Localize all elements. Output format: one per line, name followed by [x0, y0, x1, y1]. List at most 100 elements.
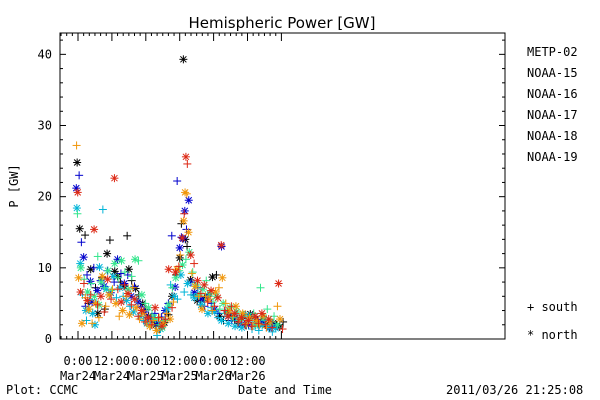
data-points — [72, 55, 288, 340]
series-noaa-19 — [73, 152, 287, 334]
series-noaa-18 — [72, 141, 284, 335]
point-north — [76, 259, 85, 268]
point-south — [98, 205, 107, 214]
point-north — [95, 263, 104, 272]
point-north — [178, 260, 187, 269]
point-south — [147, 320, 156, 329]
point-north — [76, 263, 85, 272]
y-tick-label: 40 — [38, 47, 52, 61]
point-north — [231, 302, 240, 311]
point-south — [278, 325, 287, 334]
legend-entry: NOAA-15 — [527, 66, 578, 80]
point-north — [103, 275, 112, 284]
point-south — [86, 290, 95, 299]
point-south — [115, 312, 124, 321]
point-north — [193, 276, 202, 285]
point-north — [77, 319, 86, 328]
point-south — [215, 305, 224, 314]
point-north — [117, 297, 126, 306]
point-north — [110, 174, 119, 183]
footer-plot-credit: Plot: CCMC — [6, 383, 79, 397]
point-south — [72, 141, 81, 150]
legend: METP-02 NOAA-15 NOAA-16 NOAA-17 NOAA-18 NOAA-… — [527, 45, 578, 164]
point-south — [254, 326, 263, 335]
y-axis: 0 10 20 30 40 — [38, 39, 505, 346]
point-south — [83, 270, 92, 279]
point-north — [76, 288, 85, 297]
point-south — [169, 297, 178, 306]
point-south — [190, 259, 199, 268]
plot-frame — [59, 32, 506, 340]
point-north — [93, 309, 102, 318]
point-north — [164, 300, 173, 309]
x-tick-date: Mar24 — [94, 369, 130, 383]
point-south — [123, 231, 132, 240]
point-north — [131, 255, 140, 264]
point-north — [175, 243, 184, 252]
point-north — [103, 266, 112, 275]
point-north — [164, 265, 173, 274]
chart-title: Hemispheric Power [GW] — [189, 14, 376, 32]
point-south — [164, 299, 173, 308]
point-north — [91, 299, 100, 308]
point-south — [107, 295, 116, 304]
point-north — [238, 309, 247, 318]
x-tick-date: Mar26 — [196, 369, 232, 383]
point-south — [167, 231, 176, 240]
point-south — [113, 285, 122, 294]
point-north — [118, 306, 127, 315]
legend-entry: NOAA-18 — [527, 129, 578, 143]
point-north — [96, 292, 105, 301]
x-tick-label: 12:00 — [94, 354, 130, 368]
point-south — [116, 269, 125, 278]
point-south — [188, 268, 197, 277]
point-south — [161, 315, 170, 324]
point-south — [140, 317, 149, 326]
point-north — [181, 188, 190, 197]
point-south — [261, 320, 270, 329]
x-tick-date: Mar26 — [229, 369, 265, 383]
point-north — [231, 322, 240, 331]
point-north — [84, 305, 93, 314]
marker-key: + south * north — [527, 300, 578, 342]
point-north — [184, 196, 193, 205]
x-tick-label: 0:00 — [131, 354, 160, 368]
point-south — [93, 300, 102, 309]
point-south — [153, 331, 162, 340]
x-axis-label: Date and Time — [238, 383, 332, 397]
point-south — [120, 268, 129, 277]
point-south — [81, 231, 90, 240]
point-south — [210, 302, 219, 311]
point-south — [227, 302, 236, 311]
point-south — [134, 312, 143, 321]
point-south — [221, 299, 230, 308]
point-north — [183, 279, 192, 288]
point-north — [117, 256, 126, 265]
point-north — [230, 309, 239, 318]
x-tick-date: Mar25 — [128, 369, 164, 383]
point-north — [178, 233, 187, 242]
point-north — [186, 251, 195, 260]
point-north — [257, 309, 266, 318]
point-south — [125, 302, 134, 311]
point-north — [179, 55, 188, 64]
point-south — [234, 317, 243, 326]
point-north — [73, 158, 82, 167]
point-north — [200, 280, 209, 289]
point-south — [208, 306, 217, 315]
point-south — [176, 251, 185, 260]
point-north — [97, 278, 106, 287]
point-north — [83, 296, 92, 305]
point-north — [179, 216, 188, 225]
point-north — [207, 286, 216, 295]
x-tick-label: 12:00 — [229, 354, 265, 368]
point-north — [213, 293, 222, 302]
point-south — [73, 209, 82, 218]
point-south — [196, 289, 205, 298]
point-south — [105, 236, 114, 245]
point-south — [181, 255, 190, 264]
point-south — [154, 313, 163, 322]
point-north — [275, 315, 284, 324]
point-north — [90, 225, 99, 234]
point-south — [273, 302, 282, 311]
